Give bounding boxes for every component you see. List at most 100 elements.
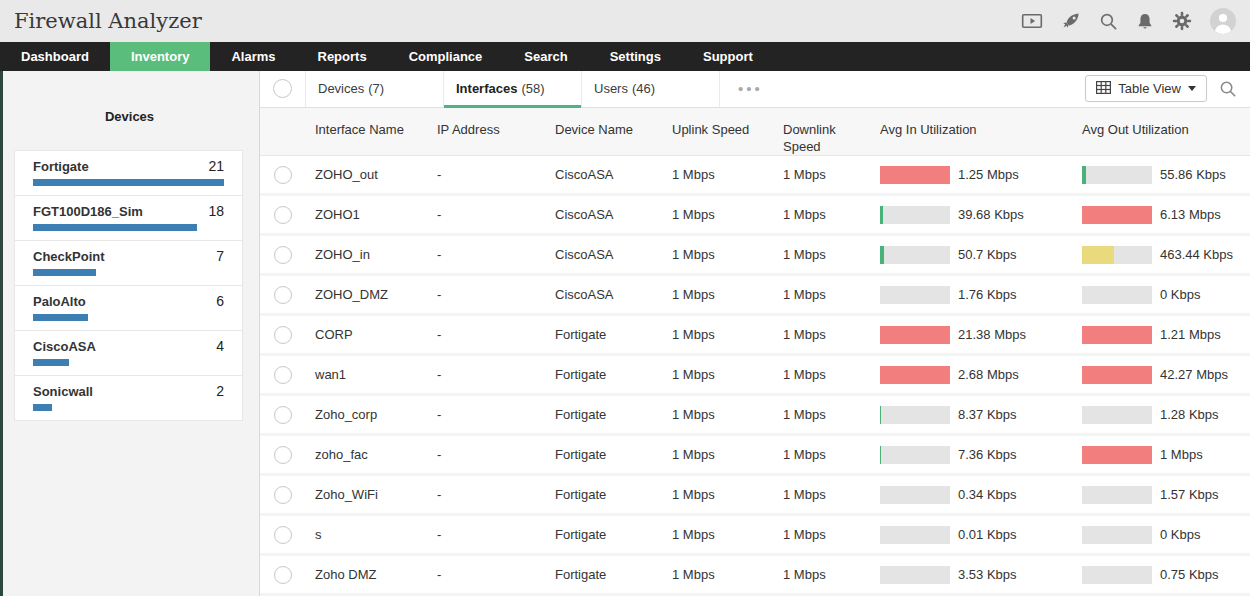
ip-address-cell: -: [427, 527, 545, 542]
row-radio[interactable]: [274, 246, 292, 264]
row-radio[interactable]: [274, 566, 292, 584]
downlink-speed-cell: 1 Mbps: [773, 407, 870, 422]
table-row[interactable]: wan1-Fortigate1 Mbps1 Mbps2.68 Mbps42.27…: [260, 356, 1250, 396]
avg-in-utilization-cell: 2.68 Mbps: [870, 366, 1072, 384]
interface-name-cell: CORP: [305, 327, 427, 342]
nav-item-inventory[interactable]: Inventory: [110, 42, 211, 71]
tab-devices[interactable]: Devices(7): [306, 71, 444, 107]
table-row[interactable]: zoho_fac-Fortigate1 Mbps1 Mbps7.36 Kbps1…: [260, 436, 1250, 476]
bell-icon[interactable]: [1136, 12, 1154, 31]
downlink-speed-cell: 1 Mbps: [773, 527, 870, 542]
table-view-dropdown[interactable]: Table View: [1085, 75, 1207, 102]
device-filter-item[interactable]: Fortigate21: [15, 151, 242, 196]
device-count-bar: [33, 179, 224, 186]
device-filter-item[interactable]: CheckPoint7: [15, 241, 242, 286]
tab-users[interactable]: Users(46): [582, 71, 720, 107]
table-row[interactable]: ZOHO1-CiscoASA1 Mbps1 Mbps39.68 Kbps6.13…: [260, 196, 1250, 236]
table-row[interactable]: ZOHO_out-CiscoASA1 Mbps1 Mbps1.25 Mbps55…: [260, 156, 1250, 196]
row-radio[interactable]: [274, 406, 292, 424]
presentation-icon[interactable]: [1021, 12, 1043, 31]
nav-item-reports[interactable]: Reports: [297, 42, 388, 71]
utilization-value: 1 Mbps: [1160, 447, 1203, 462]
device-name-cell: Fortigate: [545, 487, 662, 502]
utilization-value: 3.53 Kbps: [958, 567, 1017, 582]
gear-icon[interactable]: [1172, 11, 1192, 31]
nav-item-compliance[interactable]: Compliance: [388, 42, 504, 71]
nav-item-settings[interactable]: Settings: [589, 42, 682, 71]
ip-address-cell: -: [427, 327, 545, 342]
tab-bar: Devices(7)Interfaces(58)Users(46) ••• Ta…: [260, 71, 1250, 108]
device-filter-row: FGT100D186_Sim18: [33, 203, 224, 219]
device-filter-item[interactable]: PaloAlto6: [15, 286, 242, 331]
utilization-bar-fill: [880, 246, 884, 264]
avg-in-utilization-cell: 21.38 Mbps: [870, 326, 1072, 344]
row-select-cell: [260, 446, 305, 464]
device-count-bar: [33, 224, 197, 231]
utilization-value: 7.36 Kbps: [958, 447, 1017, 462]
ip-address-cell: -: [427, 247, 545, 262]
downlink-speed-cell: 1 Mbps: [773, 567, 870, 582]
table-body: ZOHO_out-CiscoASA1 Mbps1 Mbps1.25 Mbps55…: [260, 156, 1250, 596]
utilization-bar-track: [1082, 566, 1152, 584]
avg-in-utilization-cell: 1.25 Mbps: [870, 166, 1072, 184]
row-select-cell: [260, 566, 305, 584]
device-type-label: Sonicwall: [33, 384, 93, 399]
uplink-speed-cell: 1 Mbps: [662, 167, 773, 182]
ip-address-cell: -: [427, 567, 545, 582]
downlink-speed-cell: 1 Mbps: [773, 207, 870, 222]
table-row[interactable]: CORP-Fortigate1 Mbps1 Mbps21.38 Mbps1.21…: [260, 316, 1250, 356]
column-header-interface-name: Interface Name: [305, 108, 427, 156]
row-select-cell: [260, 166, 305, 184]
table-search-icon[interactable]: [1219, 71, 1250, 107]
table-view-label: Table View: [1118, 81, 1181, 96]
select-all-radio[interactable]: [273, 79, 292, 98]
avg-out-utilization-cell: 1 Mbps: [1072, 446, 1250, 464]
device-filter-item[interactable]: FGT100D186_Sim18: [15, 196, 242, 241]
device-name-cell: Fortigate: [545, 447, 662, 462]
row-radio[interactable]: [274, 486, 292, 504]
avg-in-utilization-cell: 0.01 Kbps: [870, 526, 1072, 544]
column-header-avg-out-utilization: Avg Out Utilization: [1072, 108, 1250, 156]
nav-item-support[interactable]: Support: [682, 42, 774, 71]
table-row[interactable]: ZOHO_in-CiscoASA1 Mbps1 Mbps50.7 Kbps463…: [260, 236, 1250, 276]
table-row[interactable]: Zoho DMZ-Fortigate1 Mbps1 Mbps3.53 Kbps0…: [260, 556, 1250, 596]
downlink-speed-cell: 1 Mbps: [773, 487, 870, 502]
avatar[interactable]: [1210, 8, 1236, 34]
row-radio[interactable]: [274, 166, 292, 184]
row-radio[interactable]: [274, 366, 292, 384]
table-row[interactable]: ZOHO_DMZ-CiscoASA1 Mbps1 Mbps1.76 Kbps0 …: [260, 276, 1250, 316]
nav-item-search[interactable]: Search: [503, 42, 588, 71]
uplink-speed-cell: 1 Mbps: [662, 207, 773, 222]
table-row[interactable]: Zoho_WiFi-Fortigate1 Mbps1 Mbps0.34 Kbps…: [260, 476, 1250, 516]
row-radio[interactable]: [274, 446, 292, 464]
utilization-bar-fill: [1082, 166, 1086, 184]
rocket-icon[interactable]: [1061, 11, 1081, 31]
ip-address-cell: -: [427, 287, 545, 302]
search-icon[interactable]: [1099, 12, 1118, 31]
row-radio[interactable]: [274, 206, 292, 224]
device-filter-row: CiscoASA4: [33, 338, 224, 354]
nav-item-dashboard[interactable]: Dashboard: [0, 42, 110, 71]
table-row[interactable]: Zoho_corp-Fortigate1 Mbps1 Mbps8.37 Kbps…: [260, 396, 1250, 436]
firewall-analyzer-app: Firewall Analyzer DashboardInventoryAlar…: [0, 0, 1250, 596]
interface-name-cell: Zoho DMZ: [305, 567, 427, 582]
table-row[interactable]: s-Fortigate1 Mbps1 Mbps0.01 Kbps0 Kbps: [260, 516, 1250, 556]
row-radio[interactable]: [274, 326, 292, 344]
row-radio[interactable]: [274, 286, 292, 304]
device-filter-item[interactable]: CiscoASA4: [15, 331, 242, 376]
downlink-speed-cell: 1 Mbps: [773, 447, 870, 462]
device-name-cell: CiscoASA: [545, 167, 662, 182]
utilization-bar-fill: [1082, 446, 1152, 464]
device-filter-item[interactable]: Sonicwall2: [15, 376, 242, 420]
row-select-cell: [260, 366, 305, 384]
row-select-cell: [260, 406, 305, 424]
tab-count: (7): [368, 81, 384, 96]
utilization-bar-track: [880, 366, 950, 384]
more-tabs-button[interactable]: •••: [720, 71, 781, 107]
row-radio[interactable]: [274, 526, 292, 544]
utilization-bar-track: [1082, 526, 1152, 544]
interface-name-cell: ZOHO1: [305, 207, 427, 222]
downlink-speed-cell: 1 Mbps: [773, 287, 870, 302]
nav-item-alarms[interactable]: Alarms: [210, 42, 296, 71]
tab-interfaces[interactable]: Interfaces(58): [444, 71, 582, 107]
